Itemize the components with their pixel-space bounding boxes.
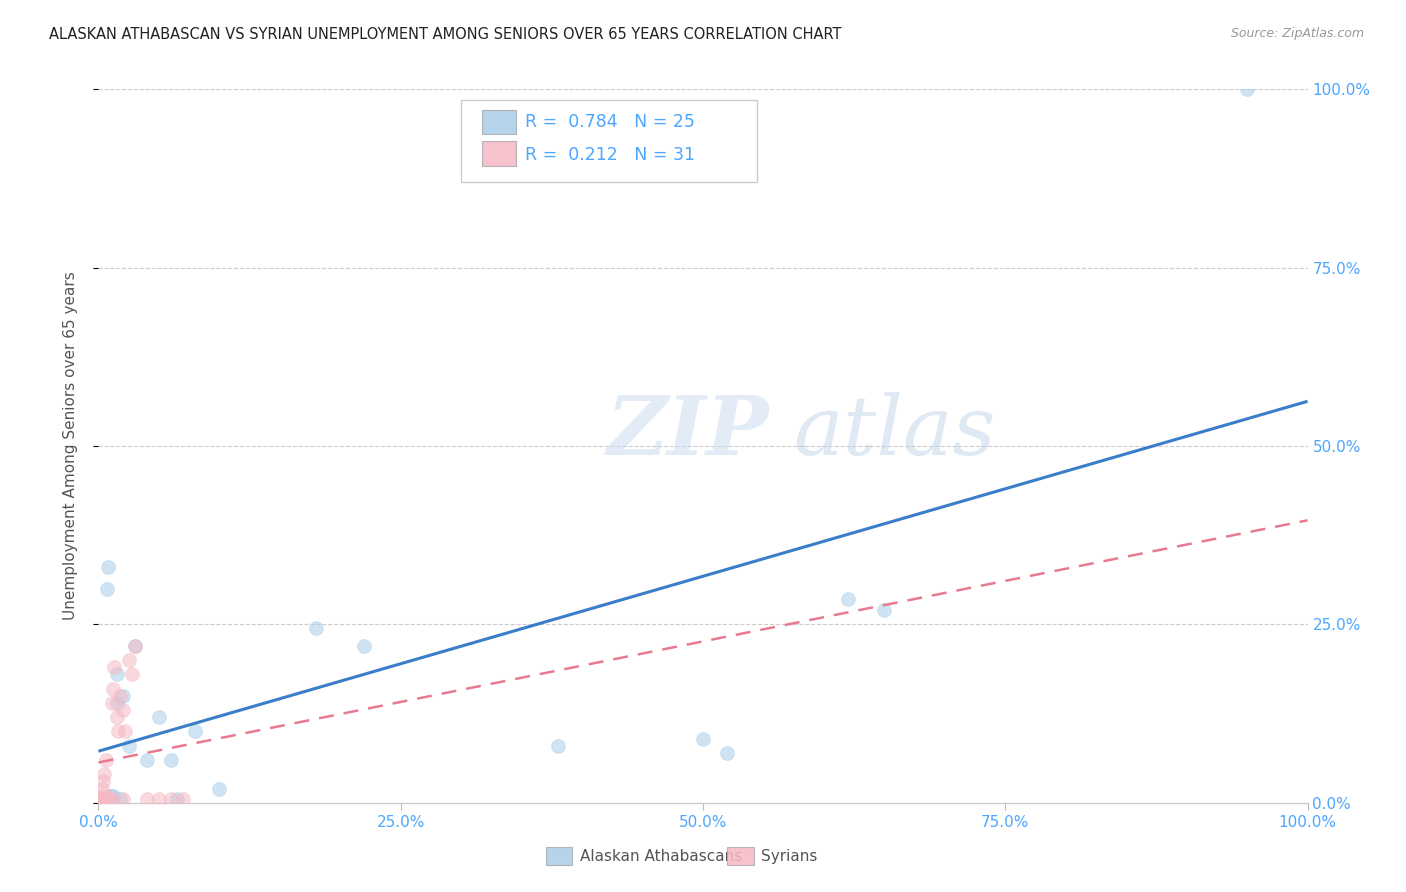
Point: [114, 724, 136, 739]
Point: [89, 792, 111, 806]
Point: [166, 792, 188, 806]
Point: [692, 731, 714, 746]
Point: [93, 794, 115, 808]
Point: [98, 792, 121, 806]
Point: [160, 792, 183, 806]
Point: [124, 639, 146, 653]
Point: [111, 792, 134, 806]
Text: R =  0.784   N = 25: R = 0.784 N = 25: [526, 113, 695, 131]
Point: [135, 753, 157, 767]
Point: [118, 653, 141, 667]
Point: [101, 789, 124, 803]
Point: [100, 696, 122, 710]
Text: ALASKAN ATHABASCAN VS SYRIAN UNEMPLOYMENT AMONG SENIORS OVER 65 YEARS CORRELATIO: ALASKAN ATHABASCAN VS SYRIAN UNEMPLOYMEN…: [49, 27, 842, 42]
Point: [90, 792, 112, 806]
Point: [93, 767, 115, 781]
Point: [90, 789, 112, 803]
Point: [100, 792, 122, 806]
Point: [135, 792, 157, 806]
Point: [111, 689, 134, 703]
Text: Alaskan Athabascans: Alaskan Athabascans: [579, 849, 742, 863]
Point: [184, 724, 207, 739]
Text: Syrians: Syrians: [761, 849, 817, 863]
Point: [96, 792, 118, 806]
Bar: [727, 847, 754, 865]
Point: [124, 639, 146, 653]
Point: [111, 703, 134, 717]
Point: [101, 681, 124, 696]
Point: [547, 739, 569, 753]
Text: Source: ZipAtlas.com: Source: ZipAtlas.com: [1230, 27, 1364, 40]
Bar: [546, 847, 572, 865]
Point: [160, 753, 183, 767]
Point: [91, 792, 114, 806]
Point: [100, 789, 122, 803]
Point: [91, 774, 114, 789]
Point: [97, 789, 120, 803]
Point: [91, 792, 114, 806]
Text: R =  0.212   N = 31: R = 0.212 N = 31: [526, 146, 695, 164]
Point: [121, 667, 143, 681]
Point: [96, 582, 118, 596]
Point: [94, 753, 117, 767]
Text: atlas: atlas: [793, 392, 995, 472]
Point: [1236, 82, 1258, 96]
Point: [91, 781, 114, 796]
Point: [94, 792, 117, 806]
Point: [305, 621, 328, 635]
Text: ZIP: ZIP: [606, 392, 769, 472]
Point: [107, 724, 129, 739]
Point: [105, 710, 128, 724]
Point: [105, 667, 128, 681]
Point: [105, 696, 128, 710]
Bar: [482, 110, 516, 134]
Point: [716, 746, 738, 760]
Point: [103, 660, 125, 674]
FancyBboxPatch shape: [461, 100, 758, 182]
Point: [172, 792, 194, 806]
Point: [118, 739, 141, 753]
Bar: [482, 141, 516, 166]
Point: [108, 792, 131, 806]
Point: [837, 592, 859, 607]
Point: [208, 781, 231, 796]
Point: [93, 792, 115, 806]
Y-axis label: Unemployment Among Seniors over 65 years: Unemployment Among Seniors over 65 years: [63, 272, 77, 620]
Point: [97, 560, 120, 574]
Point: [353, 639, 375, 653]
Point: [148, 792, 170, 806]
Point: [148, 710, 170, 724]
Point: [108, 689, 131, 703]
Point: [873, 603, 896, 617]
